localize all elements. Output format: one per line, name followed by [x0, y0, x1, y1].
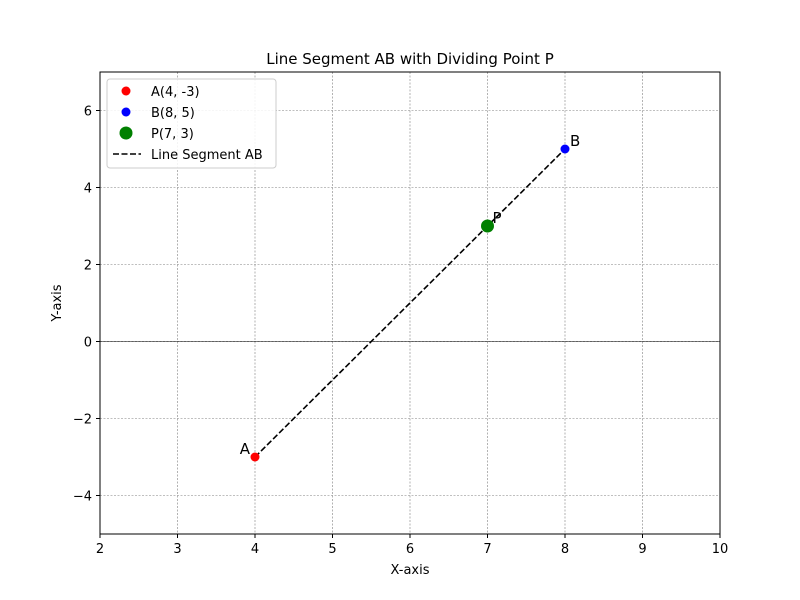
x-tick-label: 2	[96, 542, 104, 557]
point-label-b: B	[570, 132, 580, 150]
y-tick-label: −2	[73, 413, 92, 428]
segment-layer	[254, 148, 566, 458]
legend-entry-label: B(8, 5)	[151, 106, 195, 121]
legend-entry-label: P(7, 3)	[151, 127, 194, 142]
legend-marker-p	[119, 126, 133, 140]
x-tick-label: 7	[483, 542, 491, 557]
y-tick-label: 0	[84, 336, 92, 351]
x-tick-label: 10	[712, 542, 729, 557]
point-b	[560, 144, 570, 154]
x-tick-label: 8	[561, 542, 569, 557]
y-tick-label: 2	[84, 259, 92, 274]
x-tick-label: 9	[638, 542, 646, 557]
legend: A(4, -3) B(8, 5) P(7, 3) Line Segment AB	[106, 78, 277, 169]
points-layer	[250, 144, 570, 462]
point-p	[481, 219, 494, 233]
y-tick-label: 6	[84, 105, 92, 120]
segment-ab-line	[254, 148, 566, 458]
legend-marker-b	[121, 107, 131, 117]
x-tick-label: 5	[328, 542, 336, 557]
chart-title: Line Segment AB with Dividing Point P	[266, 50, 554, 68]
legend-box	[106, 78, 277, 169]
x-tick-label: 4	[251, 542, 259, 557]
point-label-p: P	[493, 209, 502, 227]
axis-ticks: 2 3 4 5 6 7 8 9 10 −4 −2 0 2 4 6	[73, 105, 728, 558]
x-tick-label: 3	[173, 542, 181, 557]
y-tick-label: −4	[73, 490, 92, 505]
point-label-a: A	[240, 440, 251, 458]
legend-entry-label: A(4, -3)	[151, 85, 200, 100]
point-a	[250, 452, 260, 462]
legend-entry-label: Line Segment AB	[151, 148, 263, 163]
x-axis-label: X-axis	[391, 563, 430, 578]
y-tick-label: 4	[84, 182, 92, 197]
y-axis-label: Y-axis	[50, 284, 65, 322]
point-labels: A B P	[240, 132, 581, 458]
x-tick-label: 6	[406, 542, 414, 557]
legend-marker-a	[121, 86, 131, 96]
